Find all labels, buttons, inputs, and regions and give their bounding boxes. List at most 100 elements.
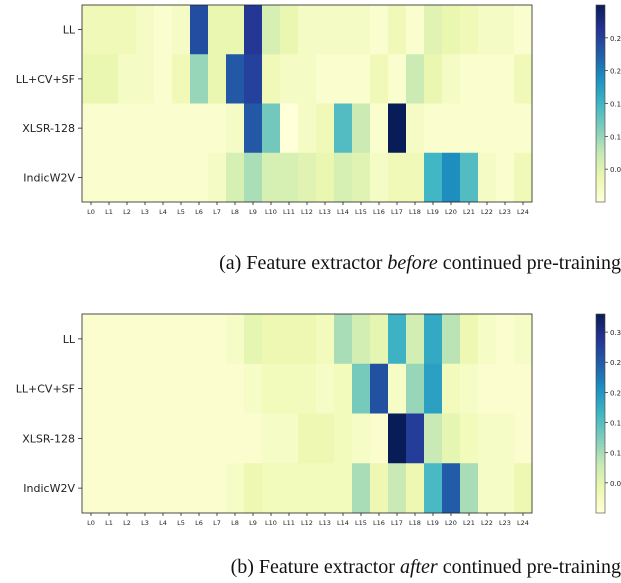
heatmap-cell xyxy=(406,413,425,464)
heatmap-cell xyxy=(136,152,155,203)
heatmap-cell xyxy=(460,314,479,365)
heatmap-cell xyxy=(442,152,461,203)
heatmap-cell xyxy=(190,363,209,414)
colorbar-segment xyxy=(596,80,605,85)
column-label: L4 xyxy=(159,519,167,527)
colorbar-segment xyxy=(596,37,605,42)
caption-b-emph: after xyxy=(399,556,438,578)
heatmap-cell xyxy=(208,463,227,514)
heatmap-cell xyxy=(172,413,191,464)
heatmap-cell xyxy=(190,314,209,365)
heatmap-cell xyxy=(514,54,533,104)
colorbar-segment xyxy=(596,110,605,114)
column-label: L18 xyxy=(409,208,421,215)
colorbar-segment xyxy=(596,57,605,62)
heatmap-cell xyxy=(82,413,101,464)
heatmap-cell xyxy=(82,314,101,365)
colorbar-segment xyxy=(596,195,605,200)
colorbar-segment xyxy=(596,162,605,167)
colorbar-segment xyxy=(596,499,605,504)
column-label: L22 xyxy=(481,519,493,527)
heatmap-cell xyxy=(334,103,353,154)
colorbar-segment xyxy=(596,192,605,196)
caption-b-suffix: continued pre-training xyxy=(437,556,621,578)
heatmap-cell xyxy=(82,103,101,154)
heatmap-cell xyxy=(370,363,389,414)
colorbar-segment xyxy=(596,496,605,501)
heatmap-cell xyxy=(136,314,155,365)
colorbar-segment xyxy=(596,486,605,491)
colorbar-segment xyxy=(596,403,605,408)
colorbar-tick-label: 0.05 xyxy=(610,166,621,174)
heatmap-cell xyxy=(496,413,515,464)
heatmap-cell xyxy=(424,413,443,464)
heatmap-cell xyxy=(298,463,317,514)
colorbar-segment xyxy=(596,188,605,193)
colorbar-segment xyxy=(596,70,605,75)
colorbar-segment xyxy=(596,93,605,98)
caption-a: (a) Feature extractor before continued p… xyxy=(0,252,621,275)
colorbar-segment xyxy=(596,47,605,52)
colorbar-segment xyxy=(596,423,605,428)
heatmap-cell xyxy=(514,413,533,464)
heatmap-cell xyxy=(244,463,263,514)
heatmap-cell xyxy=(226,103,245,154)
column-label: L2 xyxy=(123,208,131,215)
heatmap-cell xyxy=(298,363,317,414)
colorbar-segment xyxy=(596,126,605,131)
colorbar-segment xyxy=(596,87,605,91)
colorbar-segment xyxy=(596,479,605,484)
heatmap-cell xyxy=(514,314,533,365)
heatmap-cell xyxy=(352,363,371,414)
colorbar-segment xyxy=(596,8,605,13)
heatmap-cell xyxy=(190,152,209,203)
column-label: L10 xyxy=(265,519,277,527)
heatmap-cell xyxy=(424,314,443,365)
colorbar-segment xyxy=(596,31,605,36)
heatmap-cell xyxy=(406,314,425,365)
heatmap-cell xyxy=(154,5,173,55)
column-label: L0 xyxy=(87,208,95,215)
heatmap-cell xyxy=(226,5,245,55)
colorbar-segment xyxy=(596,370,605,375)
heatmap-cell xyxy=(370,103,389,154)
heatmap-cell xyxy=(118,363,137,414)
heatmap-cell xyxy=(208,5,227,55)
colorbar-segment xyxy=(596,446,605,451)
heatmap-cell xyxy=(442,413,461,464)
heatmap-cell xyxy=(370,314,389,365)
heatmap-cell xyxy=(334,363,353,414)
heatmap-cell xyxy=(334,54,353,104)
colorbar-segment xyxy=(596,129,605,134)
heatmap-cell xyxy=(388,5,407,55)
heatmap-cell xyxy=(118,413,137,464)
heatmap-cell xyxy=(262,314,281,365)
heatmap-cell xyxy=(244,413,263,464)
colorbar-segment xyxy=(596,34,605,39)
colorbar-segment xyxy=(596,54,605,59)
colorbar-segment xyxy=(596,509,605,514)
heatmap-cells xyxy=(82,314,533,514)
heatmap-cell xyxy=(424,463,443,514)
heatmap-cell xyxy=(280,314,299,365)
heatmap-cell xyxy=(388,463,407,514)
colorbar-segment xyxy=(596,44,605,49)
column-label: L17 xyxy=(391,208,403,215)
heatmap-cell xyxy=(244,54,263,104)
colorbar-tick-label: 0.30 xyxy=(610,329,621,337)
heatmap-cell xyxy=(334,152,353,203)
heatmap-cell xyxy=(514,463,533,514)
colorbar-segment xyxy=(596,380,605,385)
colorbar-segment xyxy=(596,453,605,458)
heatmap-cell xyxy=(424,103,443,154)
heatmap-cell xyxy=(406,103,425,154)
column-label: L8 xyxy=(231,208,239,215)
column-label: L7 xyxy=(213,519,221,527)
heatmap-cell xyxy=(478,463,497,514)
colorbar-segment xyxy=(596,172,605,177)
heatmap-cell xyxy=(262,152,281,203)
heatmap-cell xyxy=(154,363,173,414)
heatmap-cell xyxy=(136,463,155,514)
column-label: L11 xyxy=(283,208,295,215)
heatmap-cell xyxy=(190,5,209,55)
